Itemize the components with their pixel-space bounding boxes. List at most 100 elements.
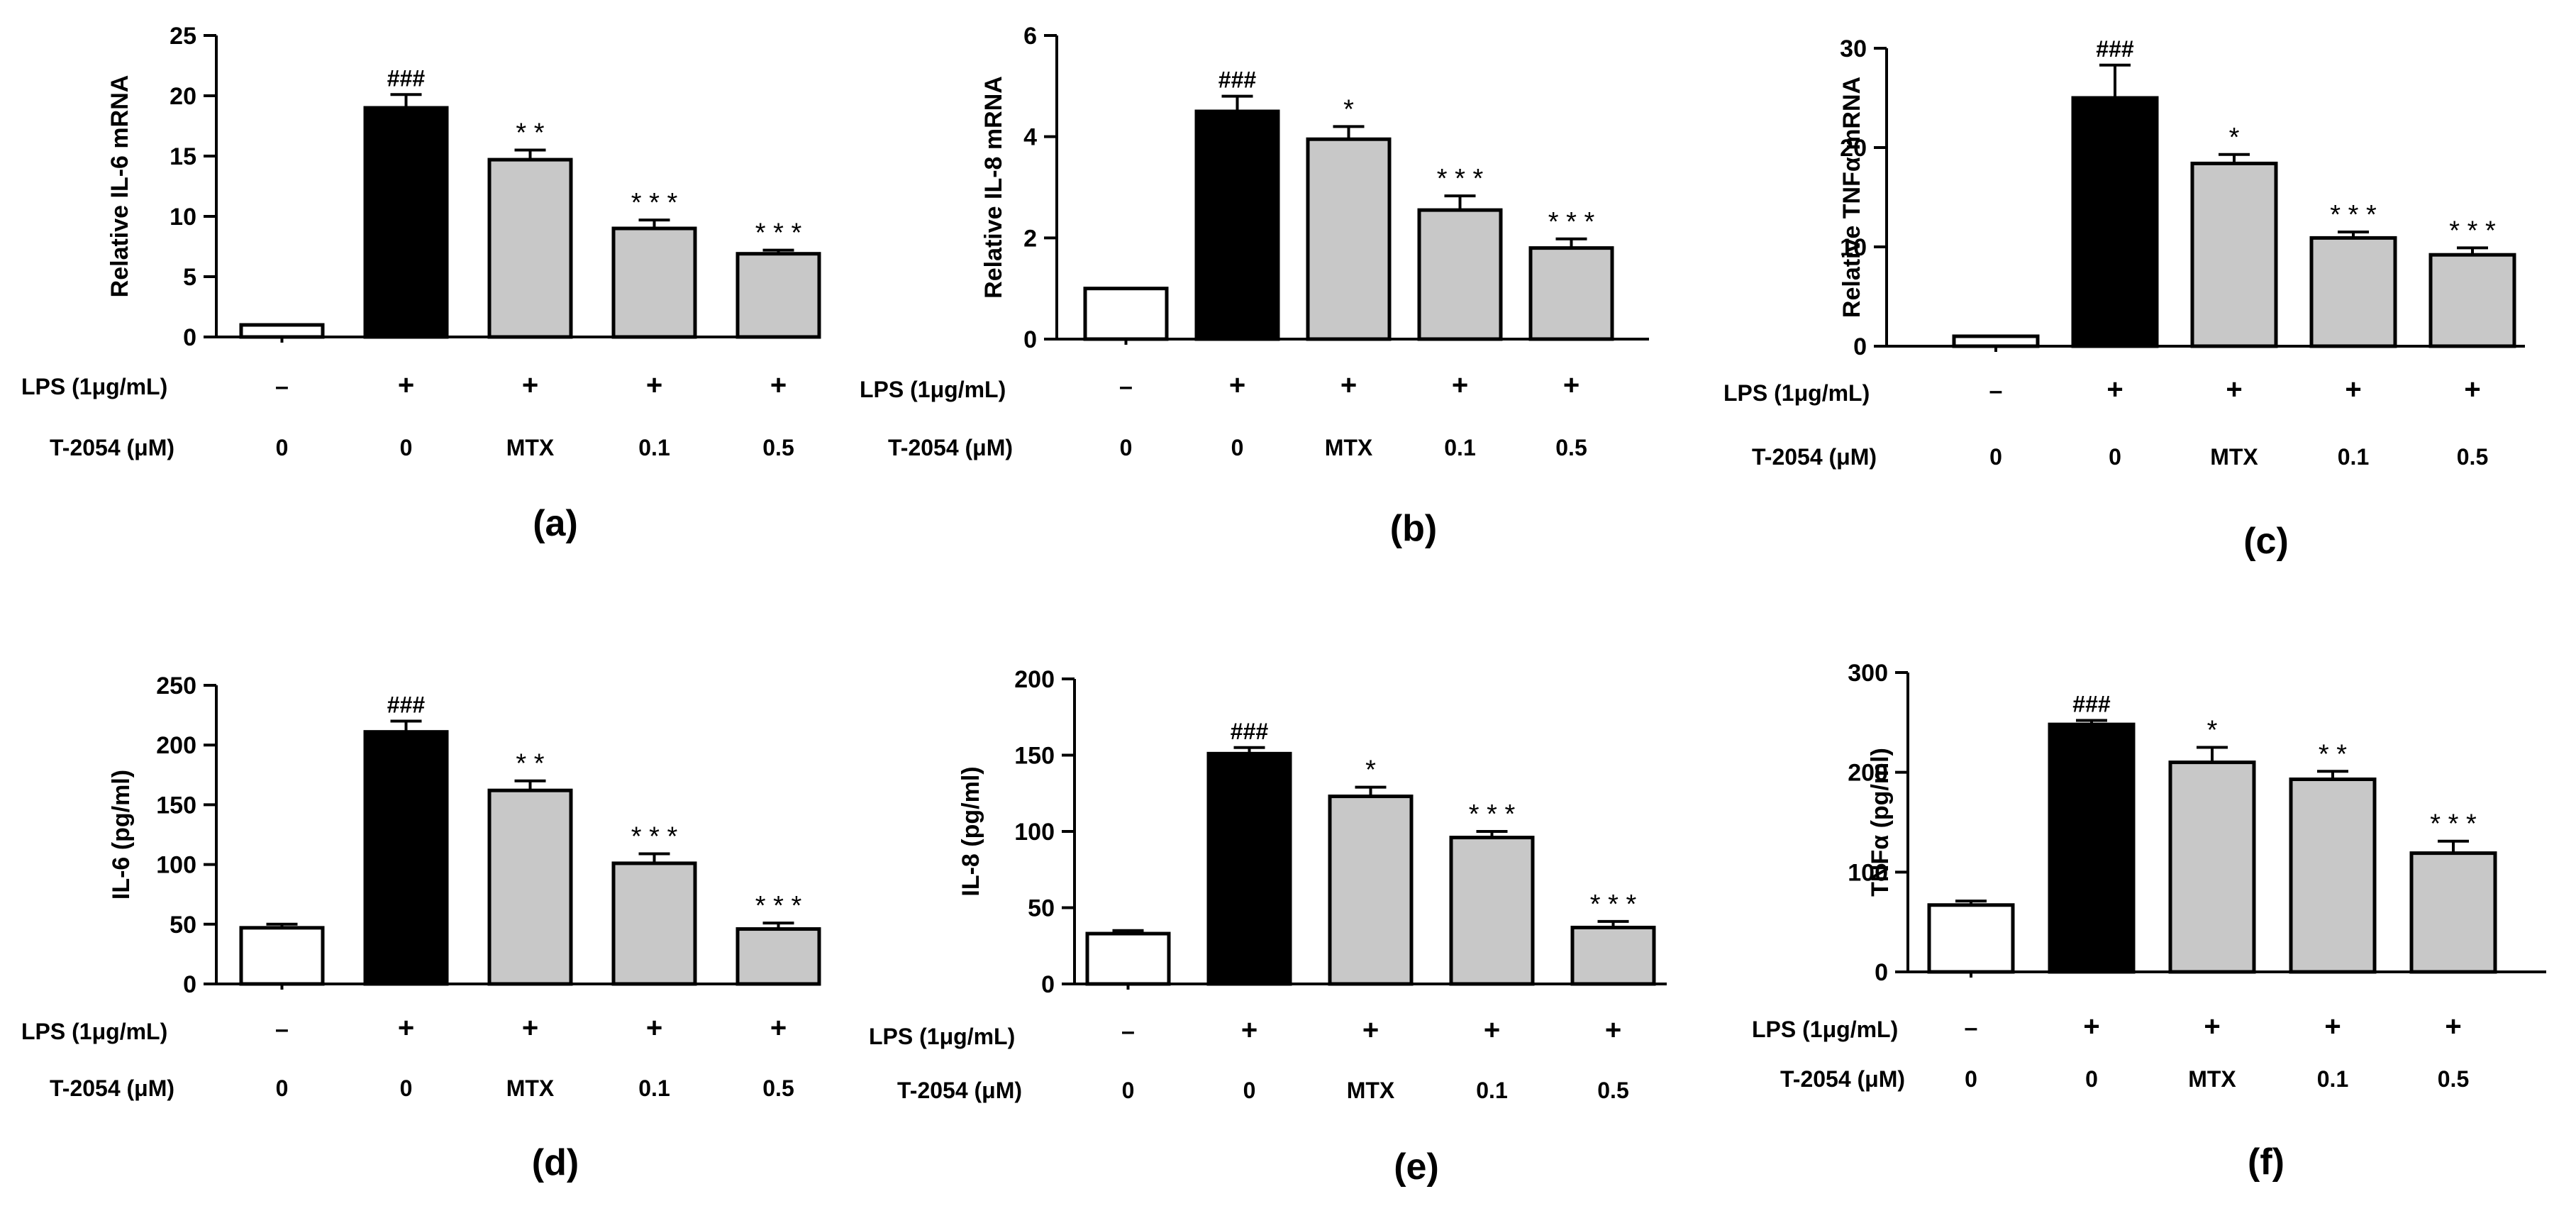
lps-cell: + — [1605, 1014, 1621, 1046]
lps-cell: + — [2083, 1011, 2099, 1042]
row-label-t2054: T-2054 (μM) — [50, 435, 174, 460]
t2054-cell: 0.1 — [1476, 1078, 1507, 1103]
y-tick-label: 100 — [1014, 819, 1055, 846]
row-label-lps: LPS (1μg/mL) — [1752, 1017, 1898, 1042]
significance-marker: * * * — [1469, 800, 1516, 829]
lps-cell: – — [1989, 377, 2003, 404]
y-axis-title: Relative IL-8 mRNA — [980, 76, 1007, 299]
bar — [611, 226, 697, 339]
significance-marker: ### — [2096, 36, 2134, 62]
bar — [487, 788, 573, 986]
y-tick-label: 20 — [170, 83, 196, 110]
panel-label: (a) — [533, 503, 578, 544]
significance-marker: ### — [1231, 719, 1269, 744]
y-tick-label: 20 — [1840, 135, 1867, 162]
panel-label: (e) — [1394, 1146, 1439, 1188]
bar — [735, 252, 821, 339]
lps-cell: – — [1121, 1018, 1135, 1045]
y-tick-label: 200 — [156, 732, 196, 759]
t2054-cell: 0 — [1965, 1066, 1977, 1092]
panel-label: (b) — [1390, 508, 1437, 549]
y-tick-label: 0 — [183, 971, 196, 998]
t2054-cell: 0 — [1243, 1078, 1256, 1103]
bar — [1927, 903, 2015, 974]
y-tick-label: 6 — [1023, 23, 1037, 50]
lps-cell: + — [1452, 370, 1468, 401]
t2054-cell: 0.1 — [638, 435, 670, 460]
bar — [2409, 851, 2497, 974]
significance-marker: * * * — [1590, 890, 1637, 919]
significance-marker: ### — [2072, 692, 2111, 717]
bar — [2309, 236, 2397, 348]
bar — [2048, 722, 2136, 974]
y-tick-label: 200 — [1848, 760, 1888, 787]
y-tick-label: 2 — [1023, 225, 1037, 252]
bar — [2428, 253, 2516, 348]
lps-cell: + — [1484, 1014, 1500, 1046]
panel-label: (f) — [2248, 1141, 2284, 1183]
significance-marker: * * * — [1548, 207, 1595, 237]
y-tick-label: 0 — [1041, 971, 1055, 998]
t2054-cell: 0.1 — [2338, 444, 2369, 470]
bar — [1449, 836, 1535, 986]
row-label-t2054: T-2054 (μM) — [897, 1078, 1022, 1103]
y-tick-label: 250 — [156, 673, 196, 699]
significance-marker: * — [2229, 123, 2240, 153]
bar — [2071, 96, 2159, 348]
lps-cell: + — [522, 370, 538, 401]
lps-cell: + — [770, 1012, 787, 1044]
lps-cell: + — [2464, 374, 2480, 405]
lps-cell: + — [1229, 370, 1245, 401]
y-tick-label: 4 — [1023, 124, 1037, 151]
lps-cell: – — [1965, 1014, 1978, 1041]
y-axis-title: TNFα (pg/ml) — [1867, 748, 1894, 897]
bar — [1306, 137, 1392, 341]
significance-marker: * * * — [2330, 200, 2377, 230]
lps-cell: + — [2345, 374, 2361, 405]
lps-cell: + — [398, 1012, 414, 1044]
t2054-cell: MTX — [506, 435, 555, 460]
bar — [1570, 925, 1656, 986]
bar — [363, 106, 449, 339]
lps-cell: + — [2204, 1011, 2220, 1042]
t2054-cell: 0.1 — [2317, 1066, 2348, 1092]
y-tick-label: 30 — [1840, 35, 1867, 62]
significance-marker: * — [2207, 716, 2218, 746]
t2054-cell: 0.5 — [1597, 1078, 1628, 1103]
y-axis-title: Relative IL-6 mRNA — [106, 75, 133, 298]
t2054-cell: 0.5 — [2457, 444, 2488, 470]
significance-marker: * * — [516, 118, 544, 148]
row-label-lps: LPS (1μg/mL) — [1723, 380, 1870, 406]
bar — [487, 157, 573, 339]
t2054-cell: MTX — [1325, 435, 1373, 460]
y-tick-label: 150 — [156, 792, 196, 819]
y-tick-label: 50 — [1028, 895, 1055, 922]
panel-e: 0 50 100 150 200 IL-8 (pg/ml) – 0 ### +0 * + MTX * * … — [869, 666, 1667, 1188]
lps-cell: + — [2445, 1011, 2461, 1042]
panel-a: 0 5 10 15 20 25 Relative IL-6 mRNA – 0 ### +0 * * + M… — [21, 23, 821, 544]
significance-marker: * * — [2319, 739, 2347, 769]
panel-label: (c) — [2243, 521, 2289, 562]
y-tick-label: 25 — [170, 23, 196, 50]
panel-d: 0 50 100 150 200 250 IL-6 (pg/ml) – 0 ### +0 * * + MT… — [21, 673, 821, 1183]
lps-cell: + — [1563, 370, 1580, 401]
bar — [1085, 931, 1171, 986]
lps-cell: + — [2226, 374, 2242, 405]
bar — [1417, 208, 1503, 341]
lps-cell: + — [1362, 1014, 1379, 1046]
bar — [363, 730, 449, 986]
bar — [2289, 778, 2377, 974]
lps-cell: + — [646, 370, 662, 401]
t2054-cell: 0 — [1231, 435, 1244, 460]
lps-cell: – — [275, 1016, 289, 1043]
significance-marker: * * * — [631, 821, 678, 851]
y-tick-label: 50 — [170, 912, 196, 939]
t2054-cell: MTX — [2188, 1066, 2236, 1092]
bar — [1194, 109, 1280, 341]
t2054-cell: 0.1 — [1444, 435, 1475, 460]
lps-cell: – — [1119, 373, 1133, 400]
y-axis-title: IL-8 (pg/ml) — [957, 766, 984, 896]
bar — [239, 926, 325, 986]
t2054-cell: 0.5 — [762, 435, 794, 460]
